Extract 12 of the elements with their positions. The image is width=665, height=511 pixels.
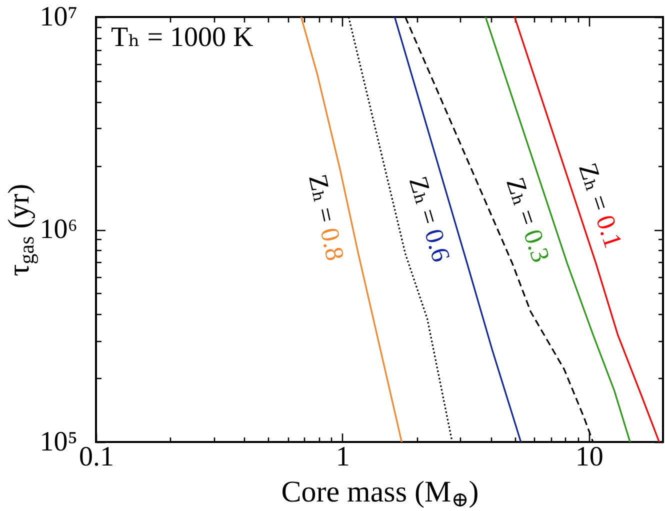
x-tick-label: 10: [575, 442, 604, 472]
text: Zₕ = 0.1: [573, 159, 628, 252]
text: Zₕ = 0.6: [403, 173, 456, 266]
text: Zₕ = 0.8: [303, 172, 350, 264]
x-axis-title: Core mass (M$_{⊕}$): [281, 476, 479, 511]
x-tick-label: 0.1: [79, 442, 114, 472]
y-tick-label: 10⁶: [40, 214, 78, 245]
y-tick-label: 10⁷: [40, 2, 78, 32]
annotation: Tₕ = 1000 K: [111, 22, 254, 53]
y-tick-label: 10⁵: [40, 426, 78, 458]
text: Zₕ = 0.3: [500, 174, 556, 266]
x-tick-label: 1: [336, 442, 350, 472]
